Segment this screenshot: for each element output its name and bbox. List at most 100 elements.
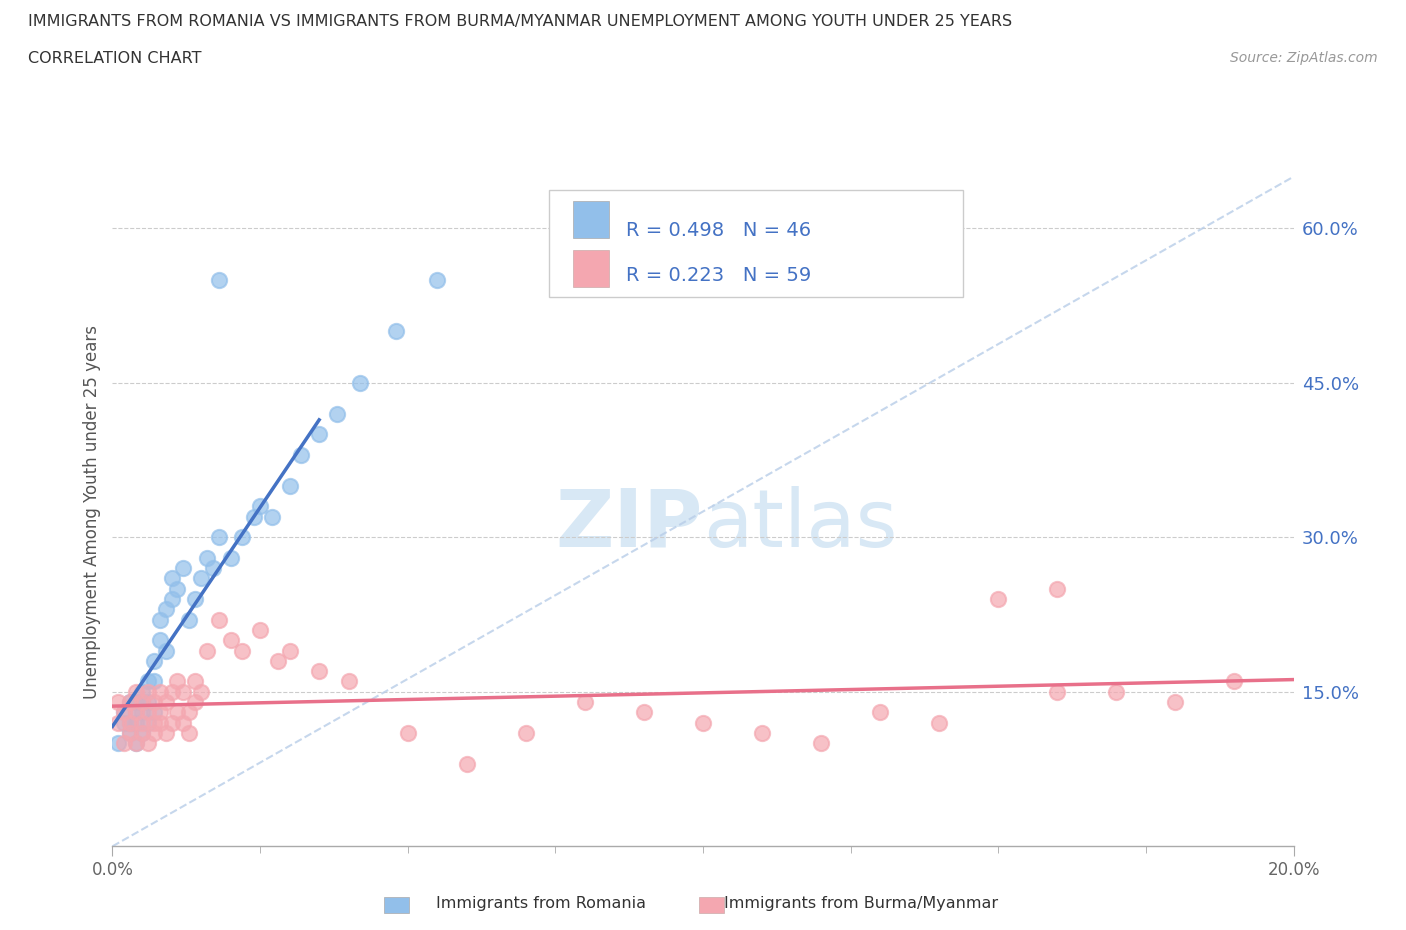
Point	[179, 612, 201, 627]
Point	[125, 705, 148, 720]
Point	[172, 715, 194, 730]
Point	[120, 725, 142, 740]
Point	[692, 715, 714, 730]
Point	[125, 684, 148, 699]
Point	[179, 725, 201, 740]
Point	[385, 324, 408, 339]
Point	[112, 705, 135, 720]
Point	[987, 591, 1010, 606]
Point	[201, 561, 224, 576]
Point	[120, 725, 142, 740]
Point	[142, 674, 165, 689]
Point	[810, 736, 832, 751]
Point	[131, 695, 153, 710]
Point	[574, 695, 596, 710]
Point	[160, 684, 183, 699]
Point	[149, 632, 172, 647]
Point	[208, 530, 231, 545]
Point	[184, 695, 207, 710]
Point	[107, 695, 129, 710]
Point	[120, 695, 142, 710]
Point	[155, 602, 177, 617]
Text: R = 0.223   N = 59: R = 0.223 N = 59	[626, 266, 811, 286]
Point	[131, 715, 153, 730]
Text: CORRELATION CHART: CORRELATION CHART	[28, 51, 201, 66]
Point	[456, 756, 478, 771]
Point	[260, 510, 283, 525]
Point	[166, 581, 188, 596]
Point	[142, 725, 165, 740]
Point	[155, 725, 177, 740]
Point	[112, 736, 135, 751]
Point	[160, 591, 183, 606]
Point	[136, 674, 159, 689]
Point	[231, 644, 253, 658]
Text: atlas: atlas	[703, 485, 897, 564]
Text: Source: ZipAtlas.com: Source: ZipAtlas.com	[1230, 51, 1378, 65]
Point	[136, 705, 159, 720]
Point	[208, 612, 231, 627]
Point	[308, 664, 330, 679]
Point	[155, 695, 177, 710]
Point	[149, 684, 172, 699]
Point	[195, 551, 218, 565]
Point	[136, 684, 159, 699]
Point	[928, 715, 950, 730]
Point	[349, 376, 371, 391]
Point	[219, 632, 242, 647]
Point	[125, 695, 148, 710]
Point	[172, 561, 194, 576]
Point	[125, 736, 148, 751]
Point	[142, 695, 165, 710]
Point	[131, 725, 153, 740]
Point	[278, 644, 301, 658]
Point	[155, 644, 177, 658]
Point	[131, 684, 153, 699]
Text: R = 0.498   N = 46: R = 0.498 N = 46	[626, 220, 811, 240]
Point	[249, 622, 271, 637]
Point	[166, 674, 188, 689]
Point	[184, 674, 207, 689]
Point	[249, 498, 271, 513]
Point	[290, 447, 312, 462]
Text: ZIP: ZIP	[555, 485, 703, 564]
Text: Immigrants from Burma/Myanmar: Immigrants from Burma/Myanmar	[724, 897, 998, 911]
Point	[278, 478, 301, 493]
Point	[337, 674, 360, 689]
Bar	[574, 202, 609, 238]
Point	[1164, 695, 1187, 710]
Point	[219, 551, 242, 565]
Y-axis label: Unemployment Among Youth under 25 years: Unemployment Among Youth under 25 years	[83, 325, 101, 698]
Point	[1105, 684, 1128, 699]
Point	[107, 715, 129, 730]
Point	[179, 705, 201, 720]
Point	[120, 715, 142, 730]
Point	[751, 725, 773, 740]
Point	[190, 684, 212, 699]
Point	[149, 705, 172, 720]
Point	[1223, 674, 1246, 689]
Point	[1046, 684, 1069, 699]
Point	[112, 715, 135, 730]
Point	[231, 530, 253, 545]
Point	[125, 705, 148, 720]
Point	[125, 736, 148, 751]
Point	[142, 705, 165, 720]
Point	[426, 272, 449, 287]
Point	[160, 571, 183, 586]
Point	[136, 715, 159, 730]
Bar	[550, 190, 963, 298]
Point	[869, 705, 891, 720]
Point	[195, 644, 218, 658]
Text: IMMIGRANTS FROM ROMANIA VS IMMIGRANTS FROM BURMA/MYANMAR UNEMPLOYMENT AMONG YOUT: IMMIGRANTS FROM ROMANIA VS IMMIGRANTS FR…	[28, 14, 1012, 29]
Point	[149, 715, 172, 730]
Point	[131, 695, 153, 710]
Point	[107, 736, 129, 751]
Point	[142, 654, 165, 669]
Point	[184, 591, 207, 606]
Point	[166, 705, 188, 720]
Point	[396, 725, 419, 740]
Point	[120, 715, 142, 730]
Point	[515, 725, 537, 740]
Point	[112, 705, 135, 720]
